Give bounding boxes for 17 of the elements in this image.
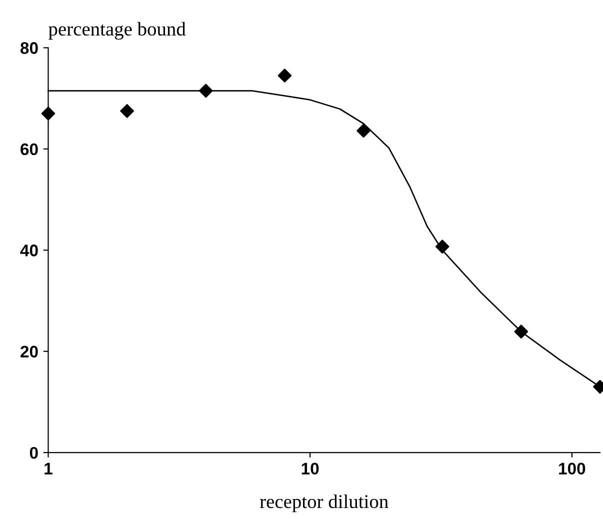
- y-tick-label: 60: [20, 143, 38, 156]
- point: [41, 106, 56, 120]
- x-tick-label: 100: [559, 462, 586, 475]
- point: [514, 324, 528, 339]
- y-tick-label: 40: [20, 244, 38, 256]
- y-tick-label: 0: [30, 446, 38, 459]
- point: [435, 240, 450, 254]
- point: [356, 124, 370, 138]
- x-tick-label: 1: [44, 462, 52, 474]
- y-tick-label: 80: [20, 42, 38, 54]
- x-tick-label: 10: [302, 462, 319, 475]
- y-axis-title: percentage bound: [48, 22, 186, 40]
- x-axis-title: receptor dilution: [260, 494, 388, 512]
- point: [278, 68, 292, 82]
- point: [198, 84, 213, 98]
- point: [120, 104, 134, 118]
- y-tick-label: 20: [20, 346, 38, 358]
